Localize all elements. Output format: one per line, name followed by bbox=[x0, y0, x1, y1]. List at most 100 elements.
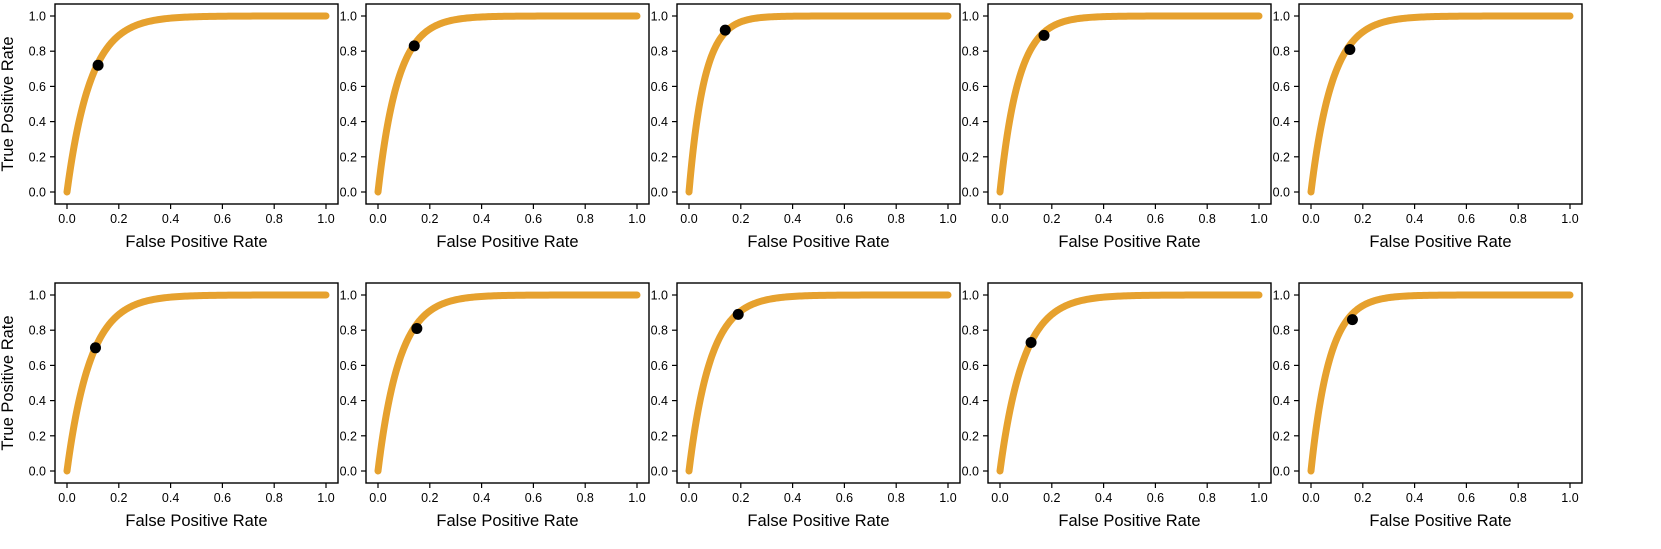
x-tick-label: 0.8 bbox=[266, 491, 283, 505]
x-tick-label: 0.8 bbox=[577, 212, 594, 226]
x-axis-label: False Positive Rate bbox=[1369, 233, 1511, 251]
y-tick-label: 0.8 bbox=[1273, 45, 1290, 59]
axes-frame bbox=[676, 282, 961, 484]
x-tick-label: 0.2 bbox=[1354, 212, 1371, 226]
roc-curve bbox=[63, 291, 330, 475]
y-tick-label: 0.0 bbox=[651, 465, 668, 479]
y-tick-label: 0.2 bbox=[1273, 150, 1290, 164]
x-tick-label: 0.4 bbox=[1095, 491, 1112, 505]
x-tick-label: 0.6 bbox=[214, 491, 231, 505]
roc-panel: 0.0 0.2 0.4 0.6 0.8 1.0 0.0 0.2 0.4 0.6 0.8 1.0 Fals… bbox=[651, 282, 961, 530]
x-tick-label: 0.8 bbox=[1510, 491, 1527, 505]
x-tick-label: 0.8 bbox=[1199, 491, 1216, 505]
y-tick-label: 1.0 bbox=[651, 289, 668, 303]
x-tick-label: 0.2 bbox=[732, 212, 749, 226]
y-tick-label: 0.0 bbox=[962, 186, 979, 200]
x-axis-label: False Positive Rate bbox=[1058, 512, 1200, 530]
y-tick-label: 0.4 bbox=[29, 394, 46, 408]
y-tick-label: 0.0 bbox=[1273, 465, 1290, 479]
x-axis-label: False Positive Rate bbox=[1369, 512, 1511, 530]
y-tick-label: 0.6 bbox=[962, 80, 979, 94]
operating-point bbox=[719, 24, 731, 36]
roc-curve bbox=[996, 12, 1263, 196]
axes-frame bbox=[987, 282, 1272, 484]
x-tick-label: 0.4 bbox=[162, 491, 179, 505]
y-tick-label: 0.6 bbox=[340, 80, 357, 94]
y-tick-label: 0.4 bbox=[1273, 115, 1290, 129]
x-tick-label: 0.8 bbox=[1199, 212, 1216, 226]
axes-frame bbox=[987, 3, 1272, 205]
x-tick-label: 0.2 bbox=[421, 491, 438, 505]
y-tick-label: 0.2 bbox=[651, 429, 668, 443]
x-tick-label: 0.0 bbox=[369, 491, 386, 505]
y-axis-label: True Positive Rate bbox=[0, 36, 17, 171]
x-tick-label: 0.6 bbox=[1147, 491, 1164, 505]
x-tick-label: 0.6 bbox=[1458, 212, 1475, 226]
axes-frame bbox=[54, 3, 339, 205]
x-tick-label: 0.0 bbox=[680, 491, 697, 505]
operating-point bbox=[89, 342, 101, 354]
operating-point bbox=[732, 308, 744, 320]
roc-panel: 0.0 0.2 0.4 0.6 0.8 1.0 0.0 0.2 0.4 0.6 0.8 1.0 Fals… bbox=[962, 3, 1272, 251]
y-tick-label: 0.8 bbox=[340, 45, 357, 59]
x-tick-label: 0.0 bbox=[680, 212, 697, 226]
roc-panel: 0.0 0.2 0.4 0.6 0.8 1.0 0.0 0.2 0.4 0.6 0.8 1.0 Fals… bbox=[1273, 282, 1583, 530]
x-tick-label: 1.0 bbox=[317, 212, 334, 226]
y-tick-label: 1.0 bbox=[962, 10, 979, 24]
y-tick-label: 0.6 bbox=[651, 80, 668, 94]
y-tick-label: 0.0 bbox=[29, 465, 46, 479]
x-tick-label: 1.0 bbox=[939, 212, 956, 226]
y-tick-label: 0.6 bbox=[1273, 359, 1290, 373]
y-tick-label: 0.2 bbox=[29, 429, 46, 443]
y-tick-label: 0.4 bbox=[651, 115, 668, 129]
roc-curve bbox=[1307, 12, 1574, 196]
y-tick-label: 0.2 bbox=[651, 150, 668, 164]
x-tick-label: 0.4 bbox=[784, 212, 801, 226]
roc-panel: 0.0 0.2 0.4 0.6 0.8 1.0 0.0 0.2 0.4 0.6 0.8 1.0 Fals… bbox=[340, 282, 650, 530]
y-tick-label: 0.8 bbox=[29, 324, 46, 338]
y-tick-label: 0.4 bbox=[340, 115, 357, 129]
y-tick-label: 0.6 bbox=[1273, 80, 1290, 94]
y-tick-label: 0.8 bbox=[962, 324, 979, 338]
y-tick-label: 0.2 bbox=[340, 429, 357, 443]
axes-frame bbox=[54, 282, 339, 484]
y-tick-label: 0.2 bbox=[962, 150, 979, 164]
y-tick-label: 0.0 bbox=[962, 465, 979, 479]
y-tick-label: 1.0 bbox=[651, 10, 668, 24]
y-tick-label: 0.4 bbox=[651, 394, 668, 408]
y-tick-label: 1.0 bbox=[29, 10, 46, 24]
x-tick-label: 0.0 bbox=[991, 212, 1008, 226]
y-tick-label: 0.8 bbox=[651, 324, 668, 338]
y-axis-label: True Positive Rate bbox=[0, 315, 17, 450]
x-tick-label: 0.0 bbox=[369, 212, 386, 226]
x-axis-label: False Positive Rate bbox=[125, 512, 267, 530]
roc-curve bbox=[996, 291, 1263, 475]
x-tick-label: 0.0 bbox=[991, 491, 1008, 505]
y-tick-label: 0.0 bbox=[29, 186, 46, 200]
x-axis-label: False Positive Rate bbox=[436, 233, 578, 251]
y-tick-label: 1.0 bbox=[29, 289, 46, 303]
x-tick-label: 1.0 bbox=[1250, 212, 1267, 226]
x-tick-label: 0.2 bbox=[1354, 491, 1371, 505]
operating-point bbox=[1346, 314, 1358, 326]
x-tick-label: 0.8 bbox=[888, 212, 905, 226]
x-tick-label: 0.2 bbox=[1043, 212, 1060, 226]
x-axis-label: False Positive Rate bbox=[125, 233, 267, 251]
roc-curve bbox=[374, 291, 641, 475]
y-tick-label: 0.8 bbox=[340, 324, 357, 338]
y-tick-label: 0.6 bbox=[29, 80, 46, 94]
x-tick-label: 0.2 bbox=[421, 212, 438, 226]
x-tick-label: 0.2 bbox=[110, 491, 127, 505]
y-tick-label: 1.0 bbox=[340, 10, 357, 24]
x-tick-label: 0.4 bbox=[473, 212, 490, 226]
x-tick-label: 1.0 bbox=[1561, 212, 1578, 226]
roc-curve bbox=[374, 12, 641, 196]
x-tick-label: 1.0 bbox=[628, 491, 645, 505]
operating-point bbox=[92, 59, 104, 71]
x-tick-label: 0.2 bbox=[732, 491, 749, 505]
y-tick-label: 0.6 bbox=[29, 359, 46, 373]
operating-point bbox=[411, 322, 423, 334]
x-tick-label: 0.2 bbox=[1043, 491, 1060, 505]
x-tick-label: 0.6 bbox=[525, 491, 542, 505]
